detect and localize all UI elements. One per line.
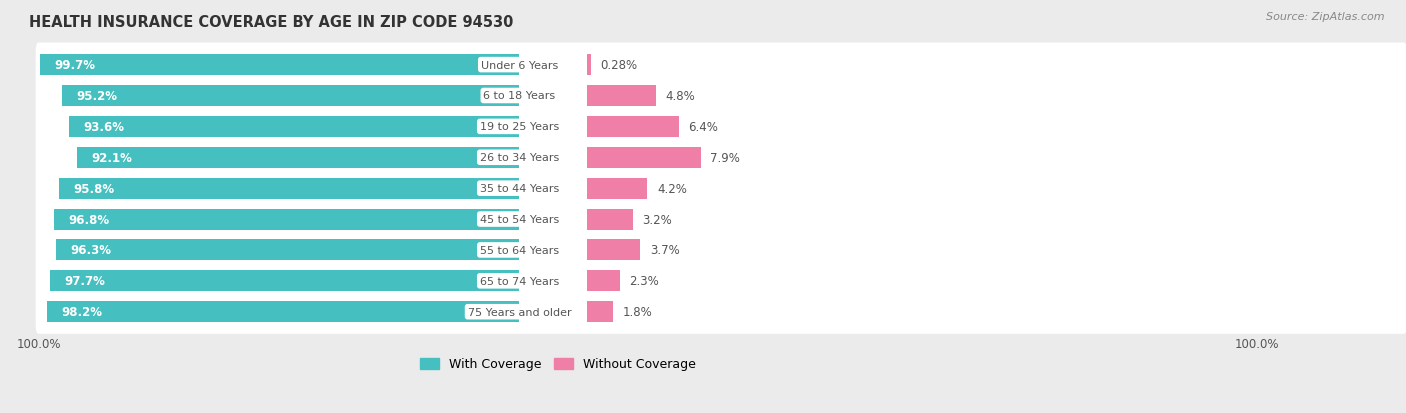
- Bar: [48, 301, 519, 323]
- Text: 7.9%: 7.9%: [710, 152, 740, 164]
- Bar: [586, 271, 620, 292]
- Bar: [586, 240, 640, 261]
- Text: 95.8%: 95.8%: [73, 182, 114, 195]
- Text: 45 to 54 Years: 45 to 54 Years: [479, 214, 560, 225]
- Text: 65 to 74 Years: 65 to 74 Years: [479, 276, 560, 286]
- Text: 3.2%: 3.2%: [643, 213, 672, 226]
- Bar: [586, 116, 679, 138]
- FancyBboxPatch shape: [35, 74, 1406, 118]
- Text: 99.7%: 99.7%: [55, 59, 96, 72]
- Bar: [53, 209, 519, 230]
- Text: 95.2%: 95.2%: [76, 90, 117, 103]
- Text: 55 to 64 Years: 55 to 64 Years: [479, 245, 560, 255]
- Bar: [76, 147, 519, 169]
- FancyBboxPatch shape: [35, 105, 1406, 149]
- Text: 6.4%: 6.4%: [689, 121, 718, 133]
- Bar: [586, 147, 700, 169]
- Text: 26 to 34 Years: 26 to 34 Years: [479, 153, 560, 163]
- FancyBboxPatch shape: [35, 259, 1406, 303]
- Text: HEALTH INSURANCE COVERAGE BY AGE IN ZIP CODE 94530: HEALTH INSURANCE COVERAGE BY AGE IN ZIP …: [30, 15, 513, 30]
- Bar: [586, 178, 647, 199]
- Text: 96.3%: 96.3%: [70, 244, 111, 257]
- FancyBboxPatch shape: [35, 167, 1406, 211]
- Text: 96.8%: 96.8%: [69, 213, 110, 226]
- Text: Under 6 Years: Under 6 Years: [481, 60, 558, 71]
- Bar: [62, 86, 519, 107]
- Text: 93.6%: 93.6%: [84, 121, 125, 133]
- FancyBboxPatch shape: [35, 290, 1406, 334]
- Text: 92.1%: 92.1%: [91, 152, 132, 164]
- Text: 6 to 18 Years: 6 to 18 Years: [484, 91, 555, 101]
- Text: 98.2%: 98.2%: [62, 306, 103, 318]
- Text: 97.7%: 97.7%: [65, 275, 105, 287]
- Bar: [586, 301, 613, 323]
- Text: 4.2%: 4.2%: [657, 182, 686, 195]
- Text: 100.0%: 100.0%: [1234, 337, 1279, 350]
- Text: Source: ZipAtlas.com: Source: ZipAtlas.com: [1267, 12, 1385, 22]
- Text: 3.7%: 3.7%: [650, 244, 679, 257]
- Bar: [586, 209, 633, 230]
- Bar: [586, 86, 657, 107]
- Legend: With Coverage, Without Coverage: With Coverage, Without Coverage: [420, 358, 696, 370]
- Text: 35 to 44 Years: 35 to 44 Years: [479, 184, 560, 194]
- FancyBboxPatch shape: [35, 197, 1406, 242]
- Bar: [59, 178, 519, 199]
- Bar: [586, 55, 591, 76]
- Text: 4.8%: 4.8%: [665, 90, 696, 103]
- Text: 0.28%: 0.28%: [600, 59, 637, 72]
- FancyBboxPatch shape: [35, 43, 1406, 88]
- Bar: [69, 116, 519, 138]
- Text: 2.3%: 2.3%: [630, 275, 659, 287]
- Bar: [49, 271, 519, 292]
- Text: 100.0%: 100.0%: [17, 337, 60, 350]
- FancyBboxPatch shape: [35, 228, 1406, 272]
- Text: 19 to 25 Years: 19 to 25 Years: [479, 122, 560, 132]
- Bar: [39, 55, 519, 76]
- Text: 75 Years and older: 75 Years and older: [468, 307, 571, 317]
- Text: 1.8%: 1.8%: [623, 306, 652, 318]
- Bar: [56, 240, 519, 261]
- FancyBboxPatch shape: [35, 136, 1406, 180]
